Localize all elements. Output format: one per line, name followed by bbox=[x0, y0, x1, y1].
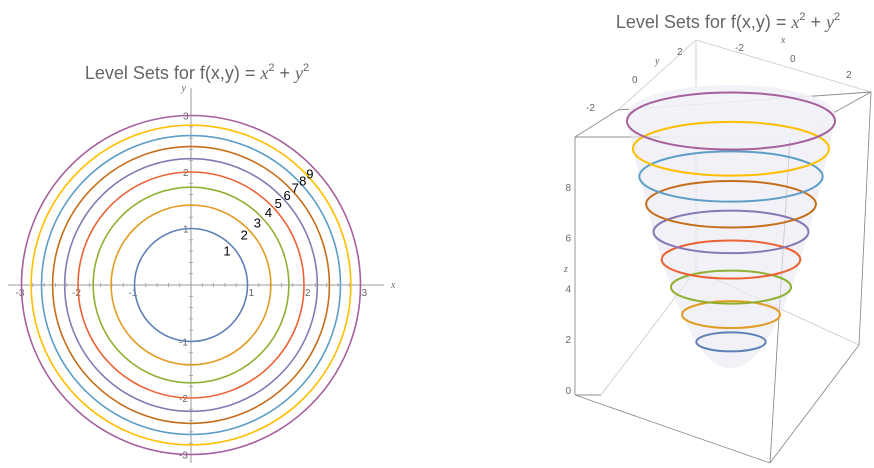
x-tick-label: 3 bbox=[362, 288, 368, 299]
level-rings bbox=[626, 91, 836, 353]
level-ring-9 bbox=[626, 91, 836, 151]
x-tick-label: -2 bbox=[735, 43, 744, 54]
x-tick-label: -3 bbox=[16, 288, 25, 299]
level-curve-4 bbox=[77, 171, 305, 399]
y-tick-label: -2 bbox=[586, 103, 595, 114]
contour-plot: Level Sets for f(x,y) = x2 + y2 x y -3 -… bbox=[8, 62, 396, 463]
y-tick-label: -3 bbox=[179, 451, 188, 462]
y-tick-label: -2 bbox=[179, 394, 188, 405]
z-axis-label: z bbox=[563, 264, 568, 275]
y-tick-label: 2 bbox=[677, 47, 683, 58]
x-tick-label: 1 bbox=[249, 288, 255, 299]
level-label: 3 bbox=[254, 215, 261, 230]
y-axis-label: y bbox=[654, 56, 660, 67]
level-curve-9 bbox=[20, 114, 362, 456]
y-tick-label: 3 bbox=[183, 112, 189, 123]
level-ring-4 bbox=[660, 239, 802, 280]
z-tick-label: 6 bbox=[565, 234, 571, 245]
contour-x-label: x bbox=[390, 280, 396, 291]
level-curves bbox=[20, 114, 362, 456]
y-tick-label: 0 bbox=[632, 75, 638, 86]
level-ring-7 bbox=[638, 150, 824, 203]
level-ring-5 bbox=[652, 209, 810, 255]
z-tick-label: 0 bbox=[565, 386, 571, 397]
y-tick-label: -1 bbox=[179, 338, 188, 349]
level-curve-5 bbox=[63, 157, 319, 413]
level-ring-6 bbox=[645, 179, 817, 229]
level-curve-6 bbox=[51, 145, 331, 425]
level-label: 9 bbox=[306, 167, 313, 182]
x-axis-label: x bbox=[780, 35, 786, 46]
level-label: 6 bbox=[283, 188, 290, 203]
level-curve-2 bbox=[110, 204, 272, 366]
level-label: 8 bbox=[299, 173, 306, 188]
level-curve-1 bbox=[133, 227, 249, 343]
y-tick-label: 2 bbox=[183, 168, 189, 179]
x-tick-label: 2 bbox=[846, 70, 852, 81]
x-tick-label: 2 bbox=[305, 288, 311, 299]
surface-body bbox=[627, 123, 835, 368]
z-tick-label: 2 bbox=[565, 335, 571, 346]
level-label: 2 bbox=[241, 228, 248, 243]
z-tick-label: 8 bbox=[565, 183, 571, 194]
surface bbox=[627, 85, 835, 368]
level-curve-7 bbox=[40, 134, 342, 436]
level-label: 7 bbox=[292, 180, 299, 195]
z-tick-label: 4 bbox=[565, 284, 571, 295]
surface-plot: Level Sets for f(x,y) = x2 + y2 0 bbox=[563, 11, 872, 464]
level-ring-2 bbox=[680, 300, 782, 330]
level-curve-8 bbox=[30, 124, 352, 446]
x-tick-label: -2 bbox=[72, 288, 81, 299]
contour-y-label: y bbox=[181, 83, 187, 94]
y-tick-label: 1 bbox=[183, 225, 189, 236]
level-ring-8 bbox=[631, 120, 831, 177]
x-tick-label: 0 bbox=[790, 54, 796, 65]
contour-title: Level Sets for f(x,y) = x2 + y2 bbox=[85, 62, 309, 83]
surface-top bbox=[627, 85, 835, 145]
level-label: 5 bbox=[275, 196, 282, 211]
level-curve-3 bbox=[92, 186, 290, 384]
level-label: 4 bbox=[265, 205, 272, 220]
surface-title: Level Sets for f(x,y) = x2 + y2 bbox=[616, 11, 840, 32]
level-ring-1 bbox=[695, 331, 767, 353]
level-ring-3 bbox=[669, 269, 793, 305]
level-label: 1 bbox=[223, 244, 230, 259]
x-tick-label: -1 bbox=[129, 288, 138, 299]
